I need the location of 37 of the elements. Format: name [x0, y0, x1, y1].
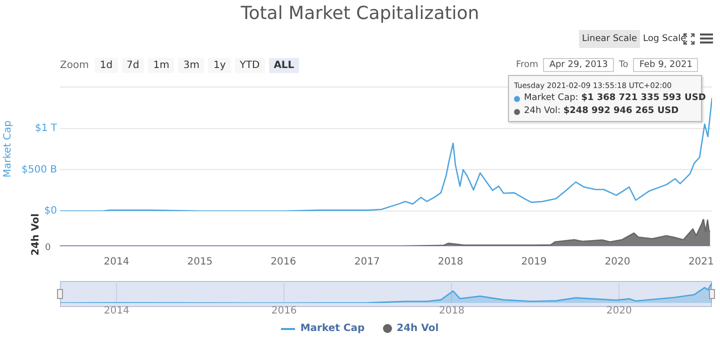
- x-tick-label: 2017: [354, 256, 380, 268]
- x-tick-label: 2021: [688, 256, 714, 268]
- text: 0: [45, 243, 51, 253]
- text: Log Scale: [642, 33, 688, 46]
- text: To: [618, 60, 628, 70]
- text: ALL: [268, 58, 300, 73]
- x-tick-label: 2020: [604, 256, 630, 268]
- annotation: 24h Vol: $248 992 946 265 USD: [524, 105, 679, 118]
- text: From: [516, 60, 538, 70]
- text: 7d: [122, 58, 144, 73]
- y-tick-label: $500 B: [22, 164, 58, 176]
- text: 1m: [148, 58, 174, 73]
- x-tick-label: 2015: [187, 256, 213, 268]
- legend-label: Market Cap: [299, 323, 365, 334]
- annotation: Market Cap: $1 368 721 335 593 USD: [524, 92, 706, 105]
- x-tick-label: 2020: [606, 306, 632, 317]
- text: 1y: [208, 58, 231, 73]
- text: Apr 29, 2013: [543, 58, 614, 72]
- text: Zoom: [60, 60, 89, 71]
- x-tick-label: 2014: [104, 306, 130, 317]
- text: Linear Scale: [579, 30, 640, 48]
- text: 3m: [178, 58, 204, 73]
- legend-label: 24h Vol: [396, 323, 439, 334]
- chart-title: Total Market Capitalization: [240, 3, 480, 24]
- y-tick-label: $1 T: [34, 122, 58, 134]
- x-tick-label: 2016: [271, 306, 297, 317]
- x-tick-label: 2014: [104, 256, 130, 268]
- x-tick-label: 2019: [521, 256, 547, 268]
- y-axis-title: 24h Vol: [30, 212, 42, 256]
- text: 1d: [94, 58, 118, 73]
- x-tick-label: 2018: [438, 256, 464, 268]
- y-tick-label: $0: [44, 206, 57, 217]
- text: Feb 9, 2021: [633, 58, 698, 72]
- text: YTD: [234, 58, 265, 73]
- y-axis-title: Market Cap: [2, 120, 14, 178]
- x-tick-label: 2018: [438, 306, 464, 317]
- x-tick-label: 2016: [270, 256, 296, 268]
